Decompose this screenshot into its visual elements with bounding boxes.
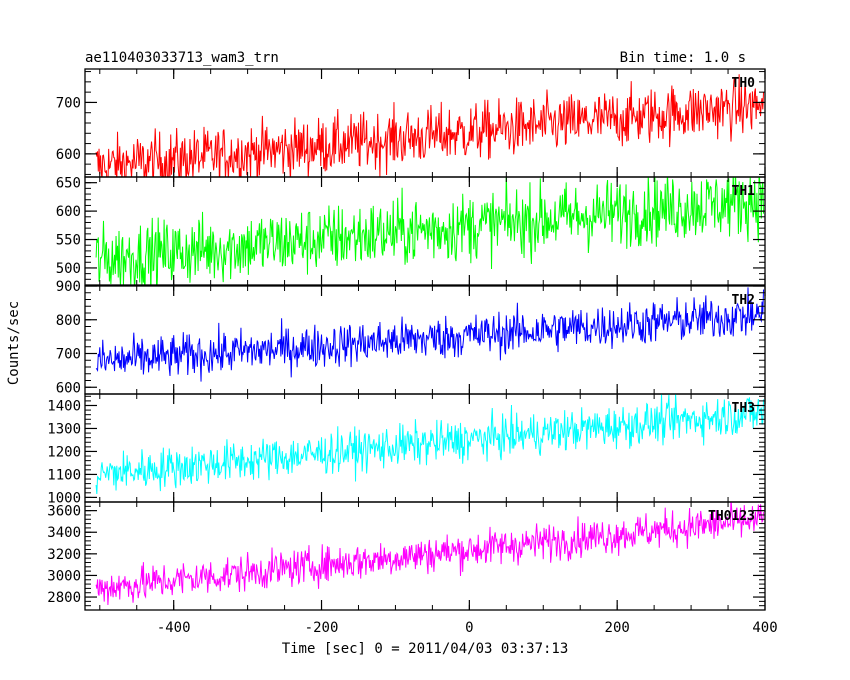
y-tick-label: 3200 bbox=[47, 547, 81, 563]
y-tick-label: 1000 bbox=[47, 490, 81, 506]
x-tick-label: -400 bbox=[157, 620, 191, 636]
panel-label-th0: TH0 bbox=[732, 76, 756, 91]
y-tick-label: 650 bbox=[56, 176, 81, 192]
series-line-th0 bbox=[95, 74, 765, 177]
y-tick-label: 550 bbox=[56, 233, 81, 249]
y-tick-label: 2800 bbox=[47, 590, 81, 606]
series-line-th3 bbox=[95, 394, 765, 495]
y-tick-label: 1400 bbox=[47, 398, 81, 414]
panel-th3: 1000 1100 1200 1300 1400 TH3 bbox=[47, 393, 766, 506]
series-line-th2 bbox=[95, 287, 765, 382]
panel-label-th1: TH1 bbox=[732, 184, 756, 199]
y-tick-label: 700 bbox=[56, 347, 81, 363]
panel-label-th3: TH3 bbox=[732, 401, 755, 416]
x-tick-label: 0 bbox=[465, 620, 473, 636]
panel-frame bbox=[84, 393, 766, 503]
y-tick-label: 800 bbox=[56, 313, 81, 329]
x-tick-label: 200 bbox=[605, 620, 630, 636]
x-tick-label: -200 bbox=[305, 620, 339, 636]
y-tick-label: 1300 bbox=[47, 421, 81, 437]
panel-th0: 600 700 TH0 bbox=[56, 68, 766, 178]
x-tick-label: 400 bbox=[752, 620, 777, 636]
y-axis-label: Counts/sec bbox=[6, 301, 22, 385]
y-tick-label: 500 bbox=[56, 261, 81, 277]
panel-frame bbox=[84, 176, 766, 286]
panel-label-th0123: TH0123 bbox=[708, 509, 755, 524]
y-tick-label: 600 bbox=[56, 380, 81, 396]
panels-group: 600 700 TH0 500 550 600 650 TH1 600 700 800 900 TH2 1… bbox=[47, 68, 778, 636]
panel-th1: 500 550 600 650 TH1 bbox=[56, 176, 766, 286]
y-tick-label: 700 bbox=[56, 95, 81, 111]
chart-title: ae110403033713_wam3_trn bbox=[85, 50, 279, 66]
series-line-th1 bbox=[95, 177, 765, 285]
y-tick-label: 3600 bbox=[47, 504, 81, 520]
y-tick-label: 600 bbox=[56, 147, 81, 163]
panel-frame bbox=[84, 501, 766, 611]
x-axis-label: Time [sec] 0 = 2011/04/03 03:37:13 bbox=[282, 641, 569, 657]
y-tick-label: 1100 bbox=[47, 467, 81, 483]
y-tick-label: 600 bbox=[56, 204, 81, 220]
series-line-th0123 bbox=[95, 502, 765, 606]
panel-th2: 600 700 800 900 TH2 bbox=[56, 279, 766, 396]
y-tick-label: 900 bbox=[56, 279, 81, 295]
y-tick-label: 3000 bbox=[47, 568, 81, 584]
panel-label-th2: TH2 bbox=[732, 293, 755, 308]
bin-time-label: Bin time: 1.0 s bbox=[620, 50, 746, 66]
panel-th0123: 2800 3000 3200 3400 3600 TH0123 bbox=[47, 501, 766, 611]
y-tick-label: 3400 bbox=[47, 525, 81, 541]
y-tick-label: 1200 bbox=[47, 444, 81, 460]
